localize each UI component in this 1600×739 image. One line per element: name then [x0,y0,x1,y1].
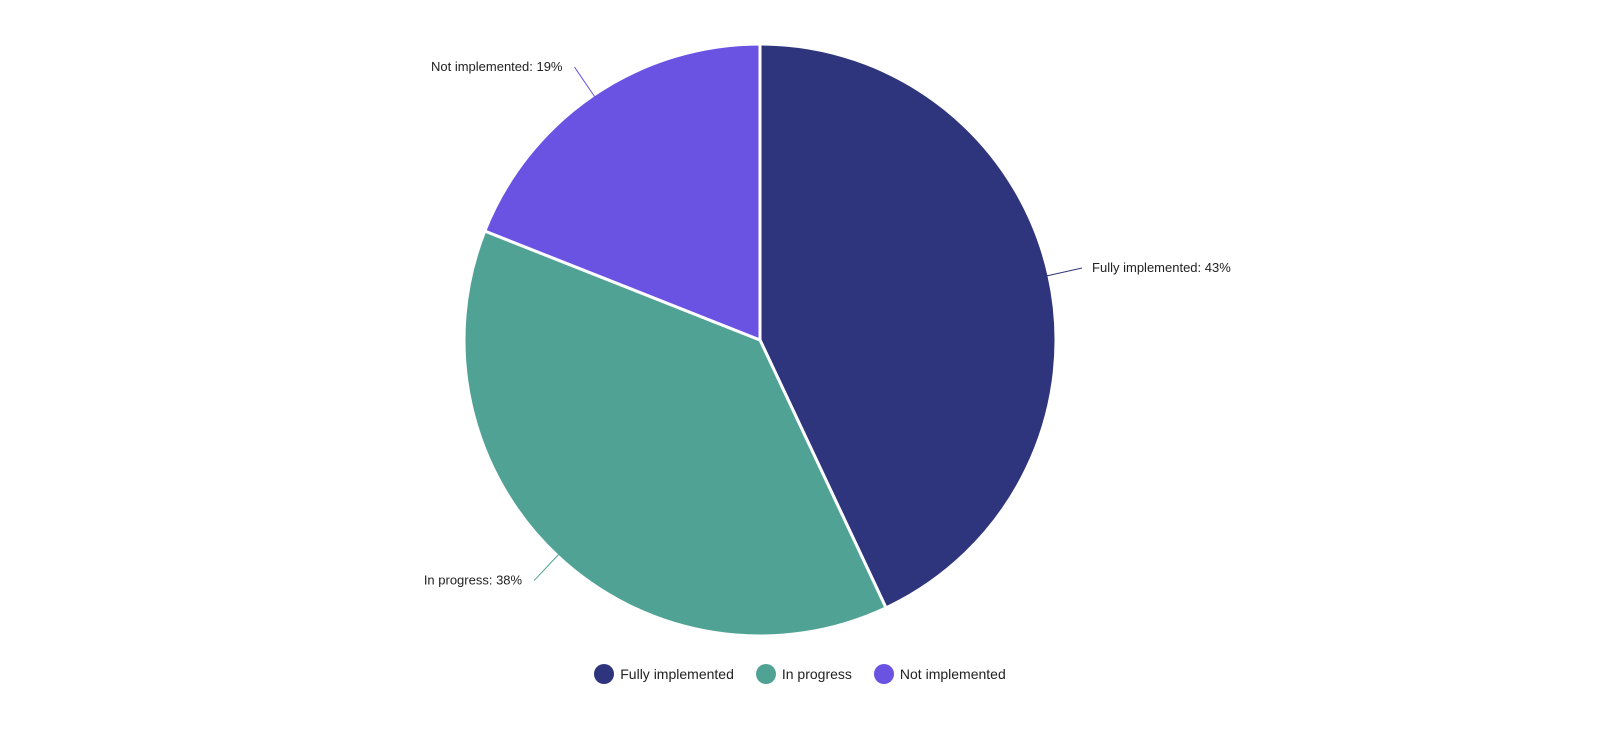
legend-item-not-implemented[interactable]: Not implemented [873,664,1006,684]
legend-item-in-progress[interactable]: In progress [755,664,852,684]
leader-line-not-implemented [574,66,598,101]
data-label-not-implemented: Not implemented: 19% [431,59,563,74]
legend-label: Fully implemented [620,666,734,682]
legend: Fully implemented In progress Not implem… [0,664,1600,684]
data-label-in-progress: In progress: 38% [424,573,523,588]
data-label-fully-implemented: Fully implemented: 43% [1092,260,1231,275]
legend-label: In progress [781,666,852,682]
legend-swatch-in-progress [755,664,776,684]
legend-swatch-not-implemented [873,664,894,684]
leader-line-fully-implemented [1042,267,1083,278]
legend-label: Not implemented [899,666,1006,682]
pie-chart: Fully implemented: 43% In progress: 38% No… [424,42,1231,638]
legend-swatch-fully-implemented [594,664,615,684]
legend-item-fully-implemented[interactable]: Fully implemented [594,664,734,684]
leader-line-in-progress [533,551,562,581]
